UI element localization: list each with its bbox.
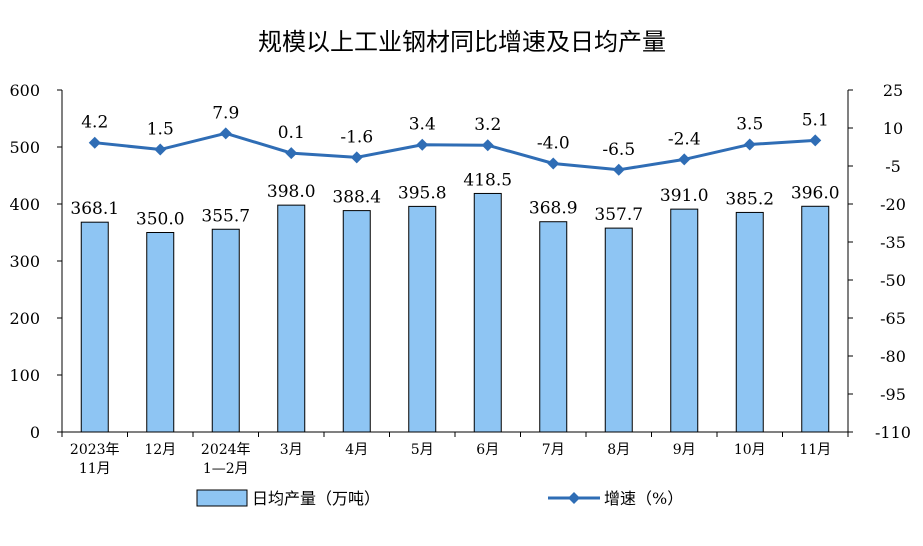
bar xyxy=(670,208,699,433)
line-point xyxy=(481,139,494,152)
legend: 日均产量（万吨） 增速（%） xyxy=(196,489,683,508)
line-data-label: 3.2 xyxy=(474,115,501,135)
y-right-tick-label: -50 xyxy=(880,271,906,290)
bar-data-label: 368.9 xyxy=(529,199,578,219)
x-tick-label: 2023年 11月 xyxy=(70,442,120,477)
y-left-tick-label: 200 xyxy=(9,309,40,328)
x-tick-label: 10月 xyxy=(734,442,766,458)
y-right-tick-label: -35 xyxy=(880,233,906,252)
x-tick-label: 2024年 1—2月 xyxy=(201,442,251,477)
line-point xyxy=(219,127,232,140)
line-point xyxy=(285,147,298,160)
y-right-tick-label: 25 xyxy=(883,81,903,100)
x-tick-label: 3月 xyxy=(280,442,303,458)
growth-line xyxy=(94,131,816,172)
bar-data-label: 418.5 xyxy=(463,170,512,190)
line-data-label: -6.5 xyxy=(602,140,635,160)
bar xyxy=(342,210,371,433)
y-left-tick-label: 500 xyxy=(9,138,40,157)
bar xyxy=(408,205,437,433)
line-point xyxy=(416,138,429,151)
x-tick-label: 12月 xyxy=(144,442,176,458)
line-data-label: 0.1 xyxy=(278,123,305,143)
x-tick-label: 4月 xyxy=(345,442,368,458)
legend-line-label: 增速（%） xyxy=(604,489,683,508)
bar xyxy=(211,228,240,433)
y-right-tick-label: -80 xyxy=(880,347,906,366)
chart-title: 规模以上工业钢材同比增速及日均产量 xyxy=(258,28,666,56)
line-data-label: 1.5 xyxy=(147,120,174,140)
y-right-tick-label: -5 xyxy=(885,157,901,176)
line-point xyxy=(612,163,625,176)
bar xyxy=(80,221,109,433)
bar-data-label: 398.0 xyxy=(267,182,316,202)
legend-line-marker xyxy=(568,492,580,504)
x-tick-label: 5月 xyxy=(411,442,434,458)
y-right-tick-label: -110 xyxy=(875,423,911,442)
bar xyxy=(539,221,568,433)
bar-data-label: 350.0 xyxy=(136,210,185,230)
bar-data-label: 395.8 xyxy=(398,183,447,203)
line-data-label: 3.5 xyxy=(736,114,763,134)
line-data-label: 4.2 xyxy=(81,113,108,133)
bar xyxy=(277,204,306,433)
y-left-tick-label: 0 xyxy=(30,423,40,442)
y-left-tick-label: 300 xyxy=(9,252,40,271)
y-left-tick-label: 400 xyxy=(9,195,40,214)
line-point xyxy=(809,134,822,147)
y-left-tick-label: 600 xyxy=(9,81,40,100)
x-tick-label: 6月 xyxy=(476,442,499,458)
bar-data-label: 355.7 xyxy=(201,206,250,226)
line-data-label: -1.6 xyxy=(340,127,373,147)
legend-bar-label: 日均产量（万吨） xyxy=(252,489,380,508)
y-right-tick-label: -65 xyxy=(880,309,906,328)
x-tick-label: 9月 xyxy=(673,442,696,458)
x-tick-label: 7月 xyxy=(542,442,565,458)
bar-data-label: 368.1 xyxy=(70,199,119,219)
bar-data-label: 391.0 xyxy=(660,186,709,206)
plot-area: 0 100 200 300 400 500 600 -110 -95 -80 -65 -50 -35 -2… xyxy=(9,81,911,477)
line-data-label: -2.4 xyxy=(668,129,701,149)
line-point xyxy=(350,151,363,164)
line-data-label: -4.0 xyxy=(537,133,570,153)
line-data-label: 3.4 xyxy=(409,115,436,135)
bar xyxy=(146,232,175,433)
x-tick-label: 11月 xyxy=(799,442,831,458)
bar xyxy=(473,192,502,433)
y-right-tick-label: 10 xyxy=(883,119,903,138)
bar-data-label: 388.4 xyxy=(332,188,381,208)
line-data-label: 5.1 xyxy=(802,110,829,130)
line-point xyxy=(88,136,101,149)
legend-bar-swatch xyxy=(196,489,248,507)
bar-data-label: 357.7 xyxy=(594,205,643,225)
bar-data-label: 385.2 xyxy=(725,189,774,209)
x-tick-label: 8月 xyxy=(607,442,630,458)
bar xyxy=(604,227,633,433)
bar xyxy=(735,211,764,433)
y-right-tick-label: -95 xyxy=(880,385,906,404)
bar xyxy=(801,205,830,433)
line-point xyxy=(154,143,167,156)
line-point xyxy=(547,157,560,170)
line-point xyxy=(743,138,756,151)
y-left-tick-label: 100 xyxy=(9,366,40,385)
line-data-label: 7.9 xyxy=(212,103,239,123)
bar-data-label: 396.0 xyxy=(791,183,840,203)
y-right-tick-label: -20 xyxy=(880,195,906,214)
line-point xyxy=(678,153,691,166)
